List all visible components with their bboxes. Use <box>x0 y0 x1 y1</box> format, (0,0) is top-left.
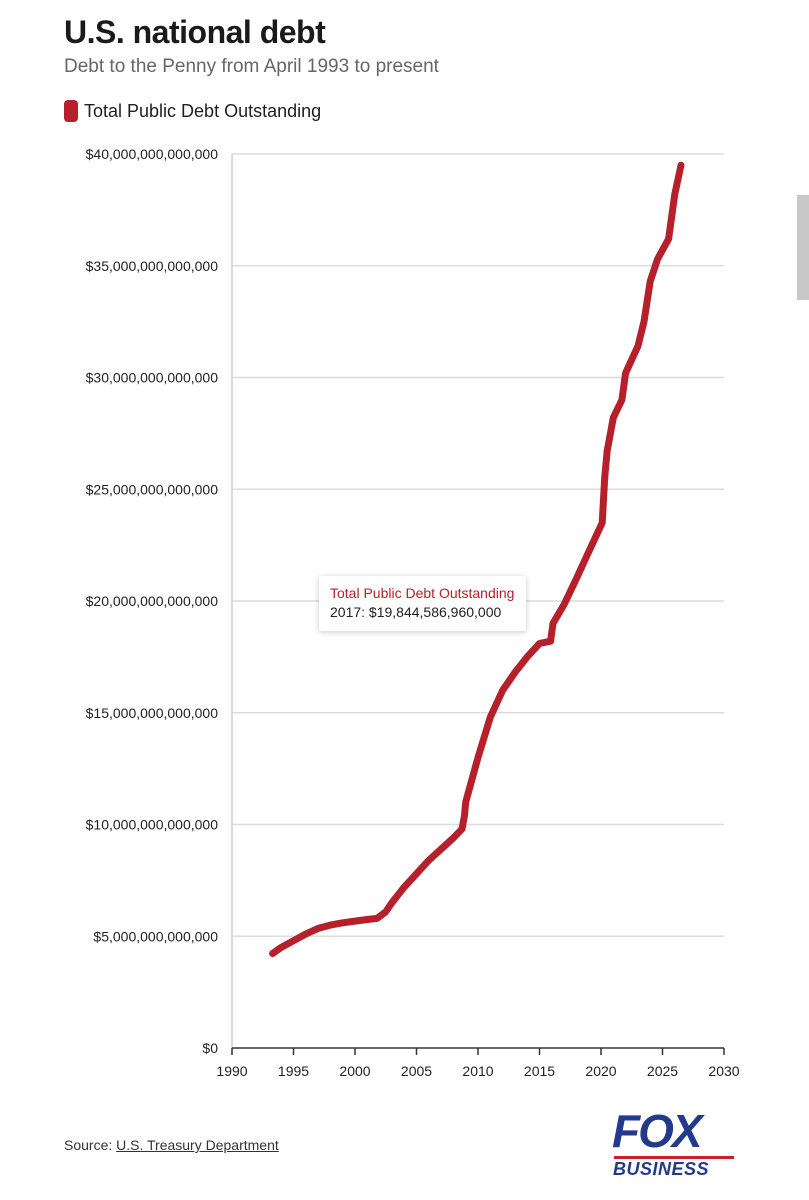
source-note: Source: U.S. Treasury Department <box>64 1137 279 1153</box>
data-point <box>610 414 617 421</box>
data-point <box>634 343 641 350</box>
fox-business-logo: FOX BUSINESS <box>612 1108 736 1178</box>
data-point <box>536 640 543 647</box>
y-tick-label: $0 <box>202 1040 218 1056</box>
y-tick-label: $20,000,000,000,000 <box>86 593 219 609</box>
data-point <box>601 475 608 482</box>
data-point <box>413 870 420 877</box>
data-point <box>654 256 661 262</box>
data-point <box>678 162 684 169</box>
data-point <box>641 318 647 325</box>
data-point <box>438 846 445 853</box>
data-point <box>327 922 334 929</box>
data-point <box>499 687 506 694</box>
data-point <box>339 919 346 926</box>
data-point <box>475 754 481 761</box>
data-point <box>461 812 468 819</box>
series-line-total-public-debt <box>269 161 685 957</box>
y-tick-label: $10,000,000,000,000 <box>86 817 219 833</box>
data-point <box>401 884 408 891</box>
data-point <box>665 235 672 242</box>
data-point <box>374 915 381 922</box>
tooltip-value: 2017: $19,844,586,960,000 <box>330 604 502 620</box>
y-tick-label: $40,000,000,000,000 <box>86 146 219 162</box>
logo-rule <box>614 1156 734 1159</box>
data-point <box>382 908 389 915</box>
data-point <box>459 826 465 832</box>
logo-subtitle: BUSINESS <box>613 1159 710 1179</box>
data-point <box>622 370 629 376</box>
x-tick-label: 2010 <box>462 1063 493 1079</box>
data-point <box>269 950 276 957</box>
x-tick-label: 2000 <box>339 1063 370 1079</box>
data-point <box>352 918 358 925</box>
data-point <box>561 601 568 608</box>
x-tick-label: 2025 <box>647 1063 678 1079</box>
chart-legend[interactable]: Total Public Debt Outstanding <box>64 100 321 122</box>
legend-label: Total Public Debt Outstanding <box>84 100 322 121</box>
data-tooltip: Total Public Debt Outstanding 2017: $19,… <box>319 576 527 631</box>
data-point <box>647 278 654 285</box>
source-link[interactable]: U.S. Treasury Department <box>116 1137 279 1153</box>
data-point <box>462 799 469 806</box>
y-tick-label: $5,000,000,000,000 <box>93 928 218 944</box>
data-point <box>550 620 556 627</box>
page-edge-scrollbar <box>797 195 809 300</box>
data-point <box>290 937 297 944</box>
data-point <box>573 575 580 582</box>
y-tick-label: $30,000,000,000,000 <box>86 370 219 386</box>
tooltip-series-label: Total Public Debt Outstanding <box>330 585 515 601</box>
data-point <box>585 548 592 555</box>
y-tick-label: $15,000,000,000,000 <box>86 705 219 721</box>
data-point <box>315 925 322 932</box>
source-prefix: Source: <box>64 1137 117 1153</box>
y-tick-label: $35,000,000,000,000 <box>86 258 219 274</box>
x-tick-label: 2005 <box>401 1063 432 1079</box>
data-point <box>425 857 432 864</box>
data-point <box>511 669 518 676</box>
x-tick-label: 2020 <box>585 1063 616 1079</box>
legend-swatch <box>64 100 78 122</box>
data-point <box>388 899 395 906</box>
data-point <box>278 944 285 951</box>
x-tick-label: 1995 <box>278 1063 309 1079</box>
data-point <box>671 191 678 198</box>
data-point <box>450 834 457 841</box>
x-tick-label: 2030 <box>708 1063 739 1079</box>
data-point <box>604 448 611 455</box>
y-tick-label: $25,000,000,000,000 <box>86 481 219 497</box>
chart-subtitle: Debt to the Penny from April 1993 to pre… <box>64 56 439 77</box>
logo-wordmark: FOX <box>612 1105 703 1157</box>
data-point <box>302 931 309 937</box>
data-point <box>599 519 606 526</box>
data-point <box>618 396 625 403</box>
data-point <box>364 916 371 923</box>
data-point <box>487 714 494 721</box>
data-point <box>547 638 554 645</box>
data-point <box>524 653 531 660</box>
x-tick-label: 1990 <box>216 1063 247 1079</box>
chart-title: U.S. national debt <box>64 14 326 50</box>
x-tick-label: 2015 <box>524 1063 555 1079</box>
